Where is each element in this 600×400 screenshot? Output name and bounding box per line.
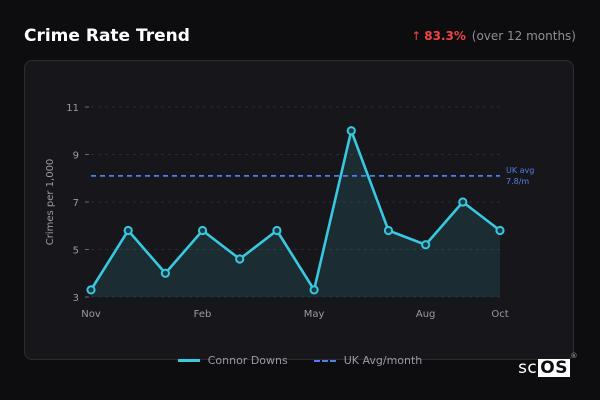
x-tick-label: Feb [194, 309, 212, 320]
x-tick-label: Oct [491, 309, 508, 320]
data-point [123, 225, 133, 236]
series-line [89, 129, 501, 292]
change-value: 83.3% [424, 29, 466, 43]
x-tick-label: Aug [416, 309, 436, 320]
data-point [235, 254, 245, 264]
y-tick-label: 9 [73, 151, 79, 162]
trend-up-icon: ↑ [411, 29, 422, 43]
y-tick-label: 3 [73, 293, 79, 304]
data-point [421, 240, 431, 250]
brand-logo: sc OS ® [518, 352, 578, 378]
change-summary: ↑ 83.3% (over 12 months) [411, 29, 576, 43]
data-point [197, 225, 208, 236]
data-point [272, 225, 282, 236]
legend-item-reference[interactable]: UK Avg/month [313, 354, 423, 367]
data-point [86, 285, 96, 295]
y-tick-label: 7 [73, 198, 79, 209]
chart-legend: Connor Downs UK Avg/month [0, 354, 600, 367]
data-point [495, 225, 505, 236]
y-tick-label: 5 [73, 246, 79, 257]
y-axis-label: Crimes per 1,000 [45, 159, 56, 246]
x-tick-label: May [304, 309, 325, 320]
reference-value-label: 7.8/m [506, 177, 529, 186]
legend-label-reference: UK Avg/month [343, 354, 423, 367]
legend-swatch-series [177, 359, 200, 362]
data-point [346, 126, 356, 136]
page-title: Crime Rate Trend [24, 26, 190, 46]
y-tick-label: 11 [66, 103, 79, 114]
legend-swatch-reference [313, 359, 336, 362]
data-point [160, 268, 170, 278]
data-point [309, 285, 319, 295]
legend-label-series: Connor Downs [207, 354, 288, 367]
change-note: (over 12 months) [471, 29, 576, 43]
data-point [458, 197, 468, 207]
reference-label: UK avg [506, 166, 534, 175]
legend-item-series[interactable]: Connor Downs [177, 354, 288, 367]
series-area [91, 130, 500, 297]
chart-panel [24, 60, 574, 360]
x-tick-label: Nov [81, 309, 101, 320]
data-point [383, 225, 394, 236]
